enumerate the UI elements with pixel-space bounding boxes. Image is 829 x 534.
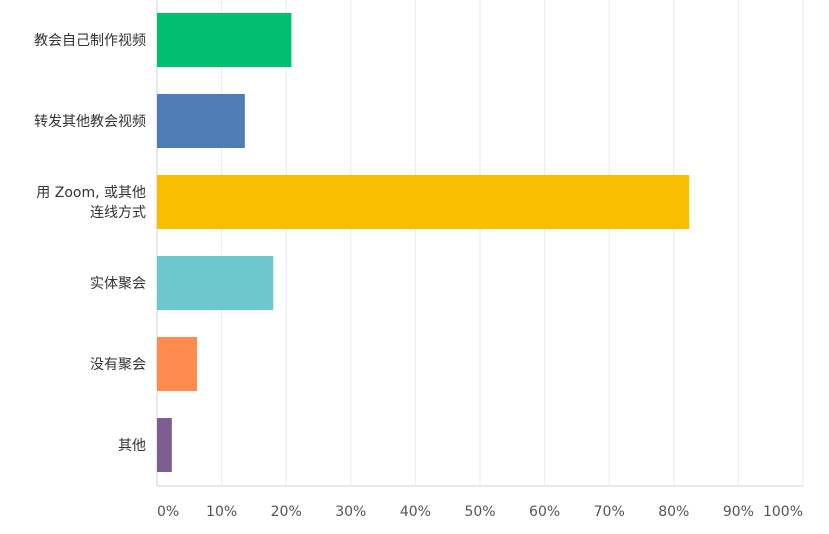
x-tick-label: 0% bbox=[157, 504, 179, 520]
category-label: 转发其他教会视频 bbox=[34, 114, 146, 130]
x-tick-label: 30% bbox=[335, 504, 366, 520]
x-tick-label: 20% bbox=[271, 504, 302, 520]
x-tick-labels: 0% 10% 20% 30% 40% 50% 60% 70% 80% 90% 100% bbox=[157, 504, 803, 520]
bar[interactable] bbox=[157, 175, 690, 229]
x-tick-label: 100% bbox=[763, 504, 803, 520]
category-label: 没有聚会 bbox=[90, 357, 146, 373]
bar[interactable] bbox=[157, 256, 274, 310]
bar[interactable] bbox=[157, 13, 292, 67]
category-label: 连线方式 bbox=[90, 205, 146, 221]
bar[interactable] bbox=[157, 94, 245, 148]
category-label: 用 Zoom, 或其他 bbox=[36, 185, 146, 201]
x-tick-label: 50% bbox=[464, 504, 495, 520]
grid-lines bbox=[156, 0, 804, 487]
x-tick-label: 90% bbox=[723, 504, 754, 520]
category-label: 其他 bbox=[118, 438, 146, 454]
x-tick-label: 70% bbox=[594, 504, 625, 520]
bar[interactable] bbox=[157, 418, 172, 472]
x-tick-label: 40% bbox=[400, 504, 431, 520]
bars bbox=[157, 13, 690, 472]
x-tick-label: 60% bbox=[529, 504, 560, 520]
x-tick-label: 80% bbox=[658, 504, 689, 520]
category-label: 教会自己制作视频 bbox=[34, 33, 146, 49]
category-label: 实体聚会 bbox=[90, 276, 146, 292]
x-tick-label: 10% bbox=[206, 504, 237, 520]
bar[interactable] bbox=[157, 337, 198, 391]
